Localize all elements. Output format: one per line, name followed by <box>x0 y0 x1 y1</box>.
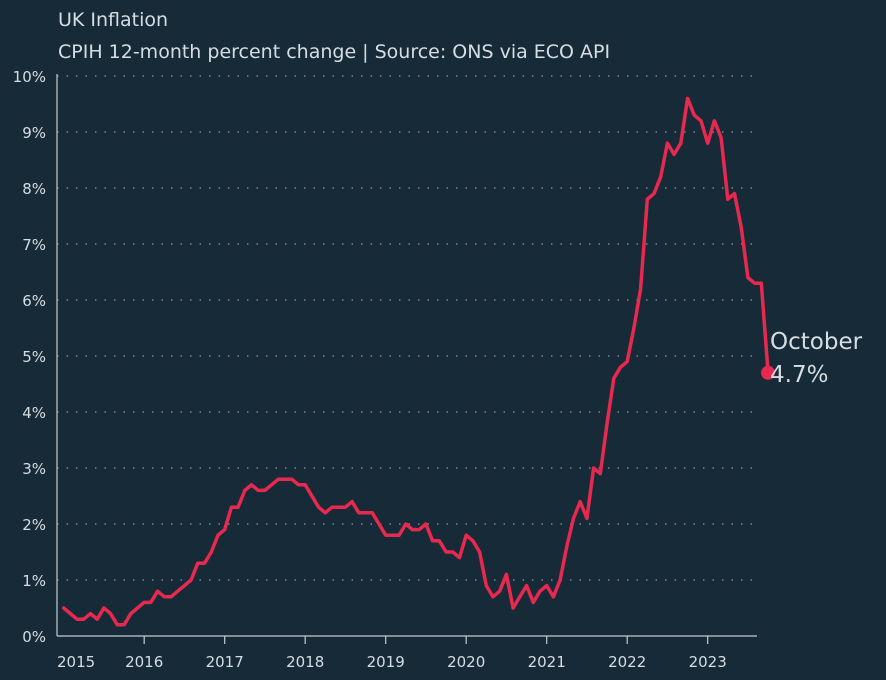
y-tick-label: 7% <box>22 236 46 254</box>
y-tick-label: 10% <box>13 68 46 86</box>
y-tick-label: 5% <box>22 348 46 366</box>
annotation-month-label: October <box>770 329 863 355</box>
x-tick-label: 2019 <box>367 653 405 671</box>
end-point-marker <box>761 365 776 380</box>
x-tick-label: 2021 <box>528 653 566 671</box>
x-tick-label: 2020 <box>447 653 485 671</box>
chart-subtitle: CPIH 12-month percent change | Source: O… <box>58 41 611 63</box>
x-tick-label: 2017 <box>206 653 244 671</box>
grid-lines <box>57 75 757 581</box>
x-tick-label: 2016 <box>125 653 163 671</box>
y-tick-label: 6% <box>22 292 46 310</box>
y-tick-label: 0% <box>22 628 46 646</box>
y-tick-label: 4% <box>22 404 46 422</box>
x-axis-ticks: 2015 2016 2017 2018 2019 2020 2021 2022 2023 <box>57 636 727 671</box>
y-tick-label: 8% <box>22 180 46 198</box>
chart-title: UK Inflation <box>58 9 169 31</box>
x-tick-label: 2018 <box>286 653 324 671</box>
x-tick-label: 2022 <box>608 653 646 671</box>
y-tick-label: 1% <box>22 572 46 590</box>
y-tick-label: 9% <box>22 124 46 142</box>
y-tick-label: 3% <box>22 460 46 478</box>
x-tick-label: 2015 <box>57 653 95 671</box>
series-line-cpih <box>61 96 770 627</box>
annotation-value-label: 4.7% <box>770 362 828 388</box>
x-tick-label: 2023 <box>689 653 727 671</box>
y-tick-label: 2% <box>22 516 46 534</box>
y-axis-ticks: 0% 1% 2% 3% 4% 5% 6% 7% 8% 9% 10% <box>13 68 46 646</box>
